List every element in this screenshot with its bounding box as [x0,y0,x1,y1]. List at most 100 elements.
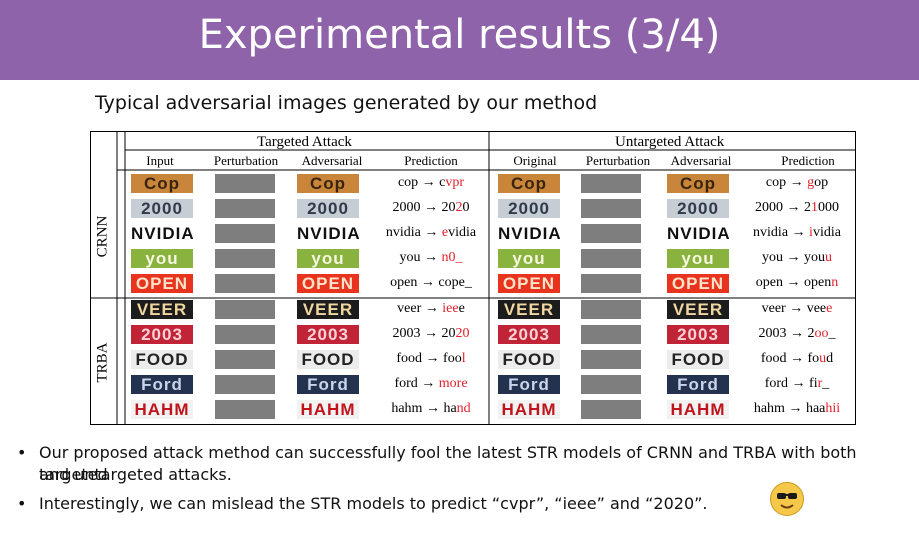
image-original: Cop [498,174,560,193]
bullet-text: and untargeted attacks. [39,465,232,484]
prediction-part-src: 2003 [392,326,421,341]
prediction-part-pre: 2 [807,326,815,341]
changed-chars: 20 [455,326,470,341]
changed-chars: 1 [811,200,818,215]
prediction-part-post: _ [822,376,830,391]
image-word: Ford [508,375,550,394]
prediction-part-pre: vee [806,301,827,316]
image-word: Cop [679,174,717,193]
image-word: FOOD [671,350,725,369]
image-word: 2000 [677,199,719,218]
perturbation-targeted [215,300,275,319]
image-original: Ford [498,375,560,394]
image-adversarial: FOOD [297,350,359,369]
prediction-part-post: _ [464,275,472,290]
prediction-part-pre: c [439,175,446,190]
image-word: you [681,249,715,268]
prediction-targeted: hahm → hand [380,401,482,417]
title-bar: Experimental results (3/4) [0,0,919,80]
image-adversarial-untargeted: FOOD [667,350,729,369]
image-input: Cop [131,174,193,193]
perturbation-targeted [215,400,275,419]
prediction-part-post: vidia [812,225,841,240]
image-word: you [311,249,345,268]
prediction-part-src: veer [397,301,422,316]
image-adversarial: Ford [297,375,359,394]
image-original: 2000 [498,199,560,218]
image-word: HAHM [134,400,190,419]
changed-chars: e [826,301,833,316]
image-adversarial-untargeted: HAHM [667,400,729,419]
prediction-part-post: 000 [818,200,839,215]
smiling-face-with-sunglasses-icon [770,482,804,516]
image-adversarial-untargeted: OPEN [667,274,729,293]
image-adversarial-untargeted: NVIDIA [667,224,729,243]
perturbation-targeted [215,375,275,394]
bullet-dot: • [17,494,27,513]
prediction-part-post: vidia [448,225,477,240]
image-input: 2003 [131,325,193,344]
image-original: HAHM [498,400,560,419]
prediction-targeted: 2003 → 2020 [380,326,482,342]
prediction-targeted: veer → ieee [380,301,482,317]
prediction-part-src: cop [397,175,419,190]
image-word: Cop [309,174,347,193]
bullet-dot: • [17,443,27,462]
prediction-part-post: 0 [462,200,470,215]
prediction-targeted: open → cope_ [380,275,482,291]
image-word: HAHM [501,400,557,419]
perturbation-targeted [215,350,275,369]
image-word: VEER [672,300,724,319]
col-header-untargeted-1: Perturbation [585,153,651,168]
prediction-part-pre: cope [438,275,465,290]
changed-chars: iee [442,301,459,316]
prediction-targeted: nvidia → evidia [380,225,482,241]
prediction-part-src: open [390,275,418,290]
prediction-targeted: you → n0_ [380,250,482,266]
prediction-part-arrow: → [791,225,806,240]
changed-chars: g [807,175,815,190]
image-input: Ford [131,375,193,394]
changed-chars: hii [825,401,841,416]
image-word: 2003 [677,325,719,344]
prediction-part-src: veer [761,301,786,316]
prediction-part-src: hahm [753,401,785,416]
model-label-trba: TRBA [94,342,111,383]
prediction-part-arrow: → [425,401,440,416]
prediction-part-src: you [762,250,783,265]
prediction-untargeted: hahm → haahii [746,401,848,417]
prediction-part-arrow: → [420,275,435,290]
prediction-part-post: _ [828,326,836,341]
prediction-part-pre: haa [805,401,826,416]
image-input: NVIDIA [131,224,193,243]
prediction-untargeted: ford → fir_ [746,376,848,392]
prediction-part-pre: 20 [441,326,456,341]
changed-chars: u [825,250,832,265]
changed-chars: r [817,376,823,391]
prediction-part-src: open [755,275,783,290]
image-word: 2000 [141,199,183,218]
image-input: 2000 [131,199,193,218]
image-adversarial: you [297,249,359,268]
prediction-part-pre: fi [809,376,818,391]
prediction-part-post: d [826,351,834,366]
prediction-part-src: you [399,250,421,265]
prediction-untargeted: veer → veee [746,301,848,317]
changed-chars: nd [456,401,471,416]
image-word: VEER [302,300,354,319]
perturbation-targeted [215,224,275,243]
prediction-targeted: cop → cvpr [380,175,482,191]
image-original: 2003 [498,325,560,344]
image-word: Ford [677,375,719,394]
image-word: FOOD [135,350,189,369]
image-input: VEER [131,300,193,319]
prediction-part-src: ford [764,376,789,391]
image-word: OPEN [502,274,556,293]
col-header-targeted-1: Perturbation [213,153,279,168]
col-header-untargeted-2: Adversarial [670,153,732,168]
image-word: VEER [503,300,555,319]
image-word: OPEN [135,274,189,293]
prediction-part-arrow: → [421,175,436,190]
image-word: Ford [141,375,183,394]
perturbation-targeted [215,249,275,268]
